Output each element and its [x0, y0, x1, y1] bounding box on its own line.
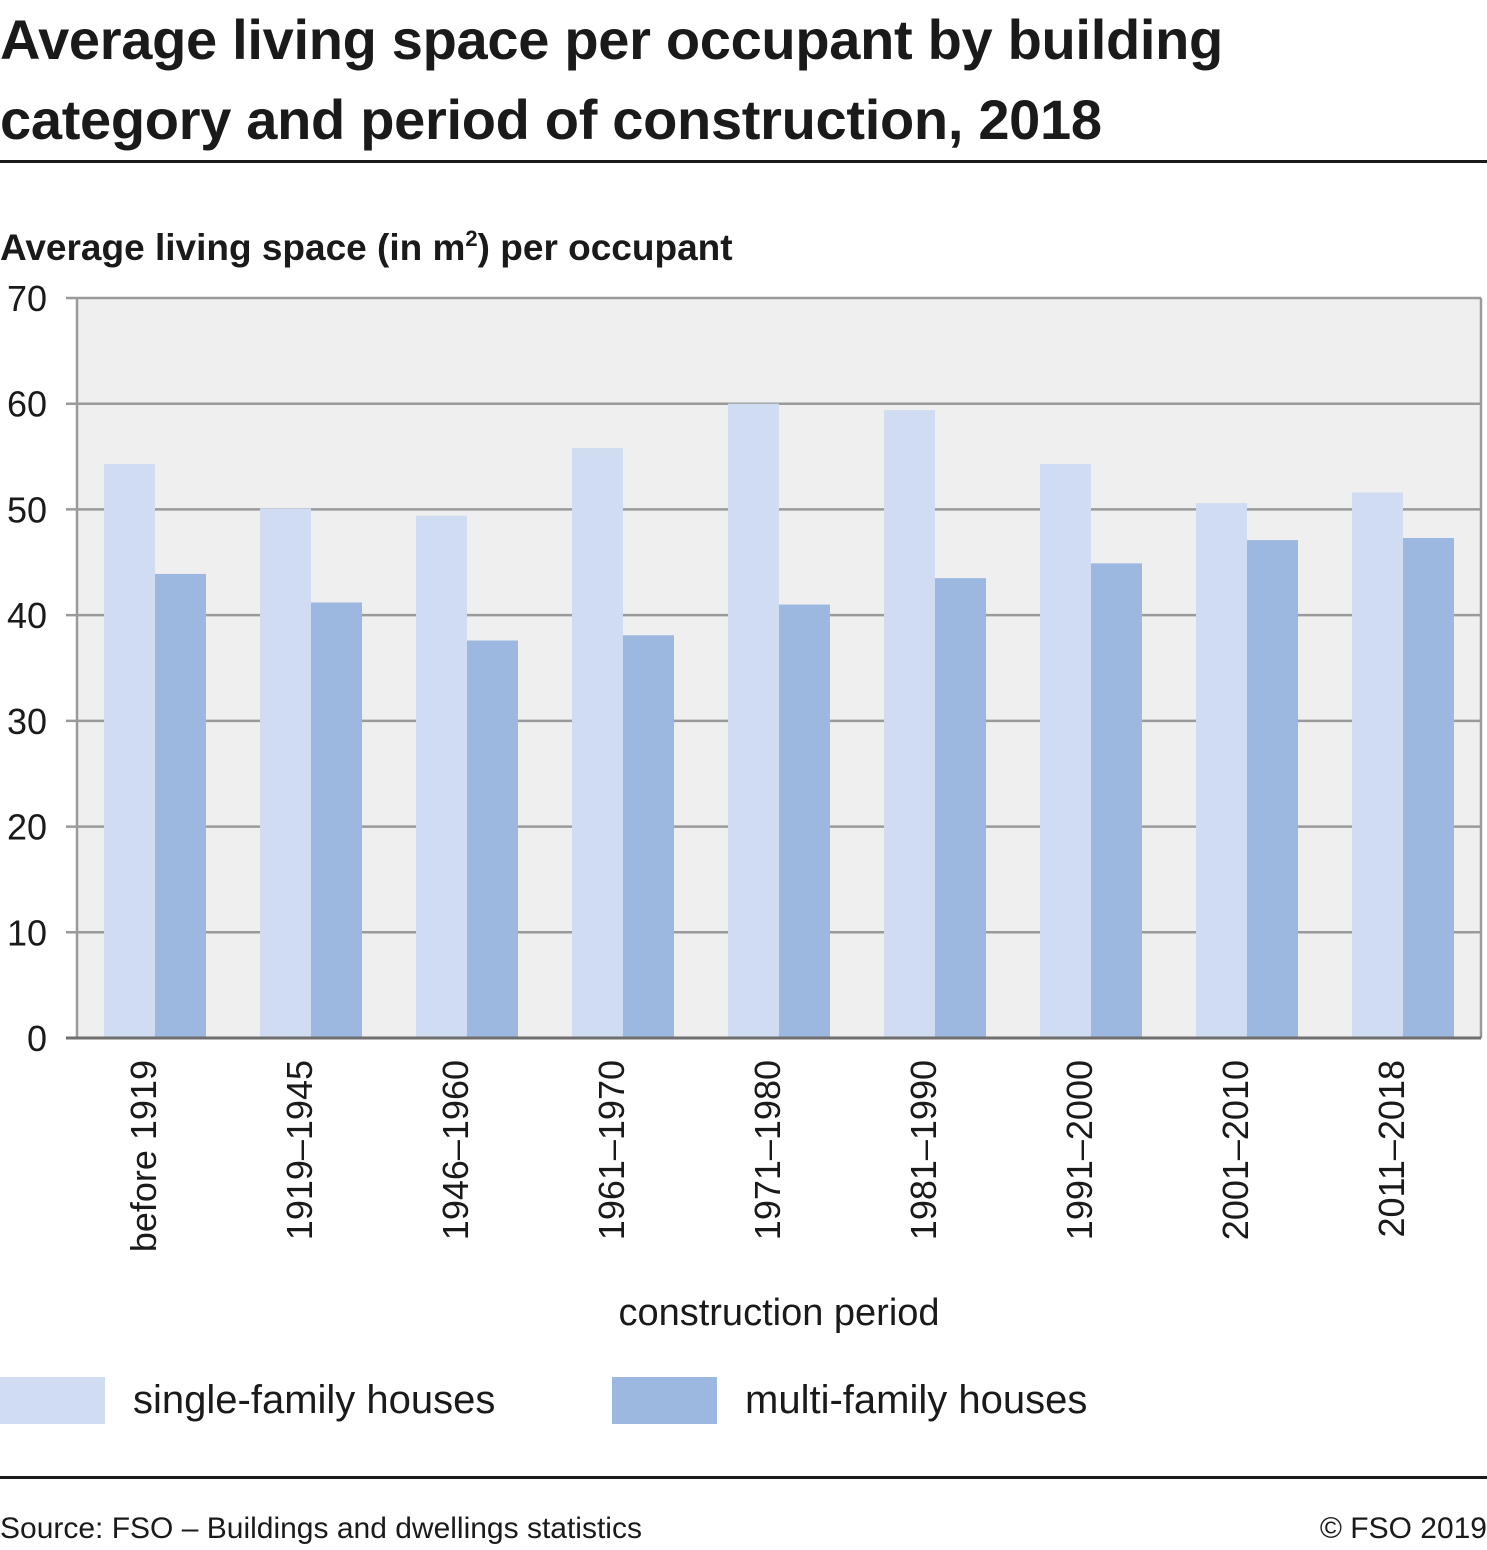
- bar-multi-family: [779, 604, 830, 1038]
- bar-single-family: [884, 410, 935, 1038]
- bar-single-family: [104, 463, 155, 1038]
- x-tick-label: 1961–1970: [591, 1060, 632, 1240]
- bar-multi-family: [935, 578, 986, 1038]
- y-tick-label: 60: [7, 384, 47, 425]
- x-tick-label: 1971–1980: [747, 1060, 788, 1240]
- y-tick-label: 30: [7, 701, 47, 742]
- legend-item-single-family: single-family houses: [0, 1377, 495, 1424]
- bar-single-family: [572, 448, 623, 1039]
- bar-chart: 0 10 20 30 40 50 60 70 before 1919 1919–1945 1946…: [7, 278, 1483, 1334]
- plot-frame: [66, 298, 1483, 1040]
- bar-single-family: [260, 508, 311, 1038]
- x-tick-label: 1919–1945: [279, 1060, 320, 1240]
- y-axis-label-suffix: ) per occupant: [477, 227, 733, 268]
- title-divider: [0, 160, 1487, 163]
- x-tick-label: before 1919: [123, 1060, 164, 1252]
- x-tick-label: 1981–1990: [903, 1060, 944, 1240]
- bar-single-family: [1352, 492, 1403, 1038]
- legend-label-single-family: single-family houses: [133, 1378, 496, 1422]
- x-tick-labels: before 1919 1919–1945 1946–1960 1961–1970 19…: [123, 1060, 1412, 1252]
- bar-single-family: [416, 515, 467, 1038]
- copyright-note: © FSO 2019: [1319, 1512, 1487, 1545]
- bar-multi-family: [467, 640, 518, 1038]
- y-axis-label: Average living space (in m2) per occupan…: [0, 216, 733, 271]
- footer-divider: [0, 1476, 1487, 1479]
- legend-swatch-multi-family: [612, 1377, 717, 1424]
- y-tick-label: 40: [7, 595, 47, 636]
- x-tick-label: 2011–2018: [1371, 1060, 1412, 1238]
- source-note: Source: FSO – Buildings and dwellings st…: [0, 1512, 642, 1545]
- bar-single-family: [1040, 463, 1091, 1038]
- legend-label-multi-family: multi-family houses: [745, 1378, 1088, 1422]
- legend-item-multi-family: multi-family houses: [612, 1377, 1087, 1424]
- y-tick-label: 70: [7, 278, 47, 319]
- bar-multi-family: [1403, 537, 1454, 1038]
- x-axis-label: construction period: [618, 1292, 939, 1334]
- y-axis-label-text: Average living space (in m: [0, 227, 466, 268]
- chart-title: Average living space per occupant by bui…: [0, 0, 1487, 160]
- y-tick-label: 10: [7, 912, 47, 953]
- bar-multi-family: [1247, 540, 1298, 1038]
- bar-multi-family: [623, 635, 674, 1038]
- bar-multi-family: [1091, 563, 1142, 1038]
- bar-multi-family: [311, 602, 362, 1038]
- y-tick-label: 50: [7, 489, 47, 530]
- y-tick-label: 20: [7, 807, 47, 848]
- legend-swatch-single-family: [0, 1377, 105, 1424]
- x-tick-label: 1991–2000: [1059, 1060, 1100, 1240]
- bar-multi-family: [155, 573, 206, 1038]
- bar-single-family: [728, 403, 779, 1038]
- x-tick-label: 1946–1960: [435, 1060, 476, 1240]
- chart-title-line-2: category and period of construction, 201…: [0, 88, 1102, 151]
- y-tick-label: 0: [27, 1018, 47, 1059]
- y-tick-labels: 0 10 20 30 40 50 60 70: [7, 278, 47, 1059]
- y-axis-label-superscript: 2: [465, 226, 478, 251]
- bar-single-family: [1196, 503, 1247, 1038]
- chart-title-line-1: Average living space per occupant by bui…: [0, 8, 1223, 71]
- x-tick-label: 2001–2010: [1215, 1060, 1256, 1240]
- bars: [104, 403, 1454, 1039]
